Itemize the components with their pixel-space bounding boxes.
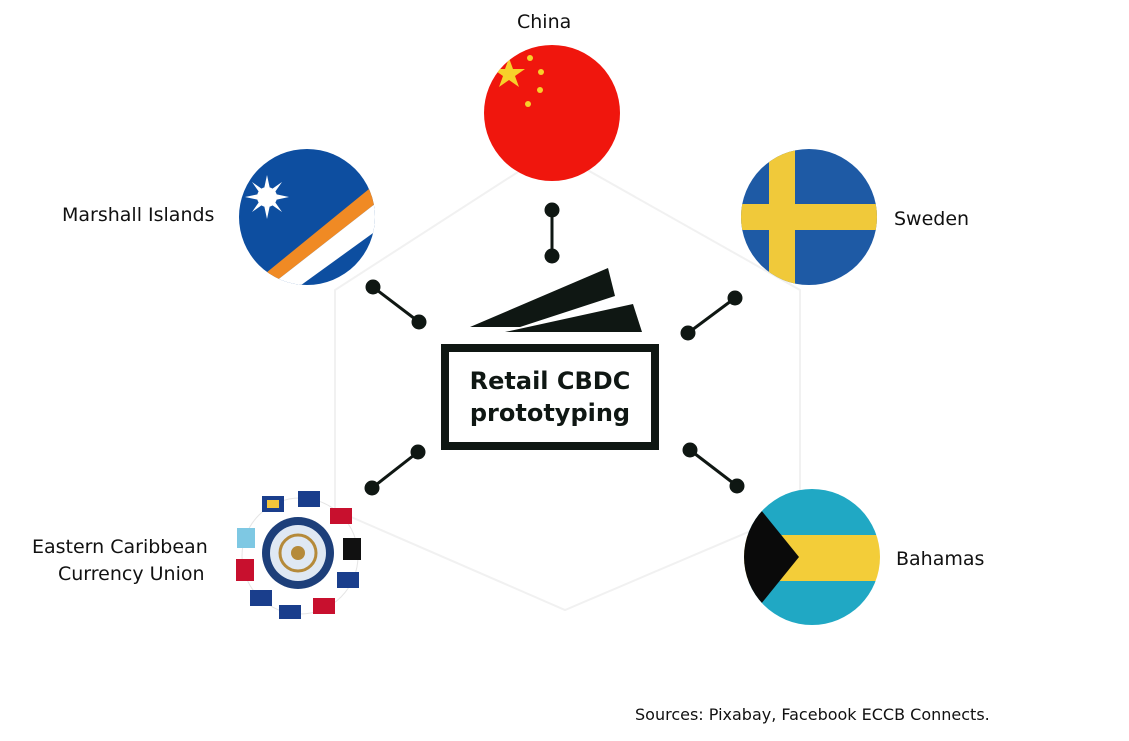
bahamas-flag-icon — [744, 489, 880, 625]
china-flag-icon — [484, 45, 620, 181]
marshall-islands-flag-icon — [239, 149, 375, 285]
connector-eccu — [364, 444, 426, 496]
center-title-line1: Retail CBDC — [469, 367, 631, 395]
center-title: Retail CBDC prototyping — [470, 365, 631, 429]
center-box: Retail CBDC prototyping — [441, 344, 659, 450]
node-label-eccu-line2: Currency Union — [58, 563, 205, 585]
node-label-marshall-islands: Marshall Islands — [62, 204, 215, 226]
node-label-bahamas: Bahamas — [896, 548, 985, 570]
sweden-flag-icon — [741, 149, 877, 285]
background-hexagon — [334, 148, 801, 612]
node-label-sweden: Sweden — [894, 208, 970, 230]
marshall-star — [245, 175, 289, 219]
connectors — [364, 202, 745, 496]
center-title-line2: prototyping — [469, 399, 631, 427]
node-label-eccu-line1: Eastern Caribbean — [32, 536, 208, 558]
node-label-china: China — [517, 11, 572, 33]
connector-marshall — [365, 279, 427, 330]
connector-sweden — [680, 290, 743, 341]
connector-bahamas — [682, 442, 745, 494]
connector-china — [544, 202, 560, 264]
eccb-seal-icon — [236, 491, 361, 619]
banknote-icon — [470, 268, 642, 332]
sources-note: Sources: Pixabay, Facebook ECCB Connects… — [635, 705, 990, 724]
